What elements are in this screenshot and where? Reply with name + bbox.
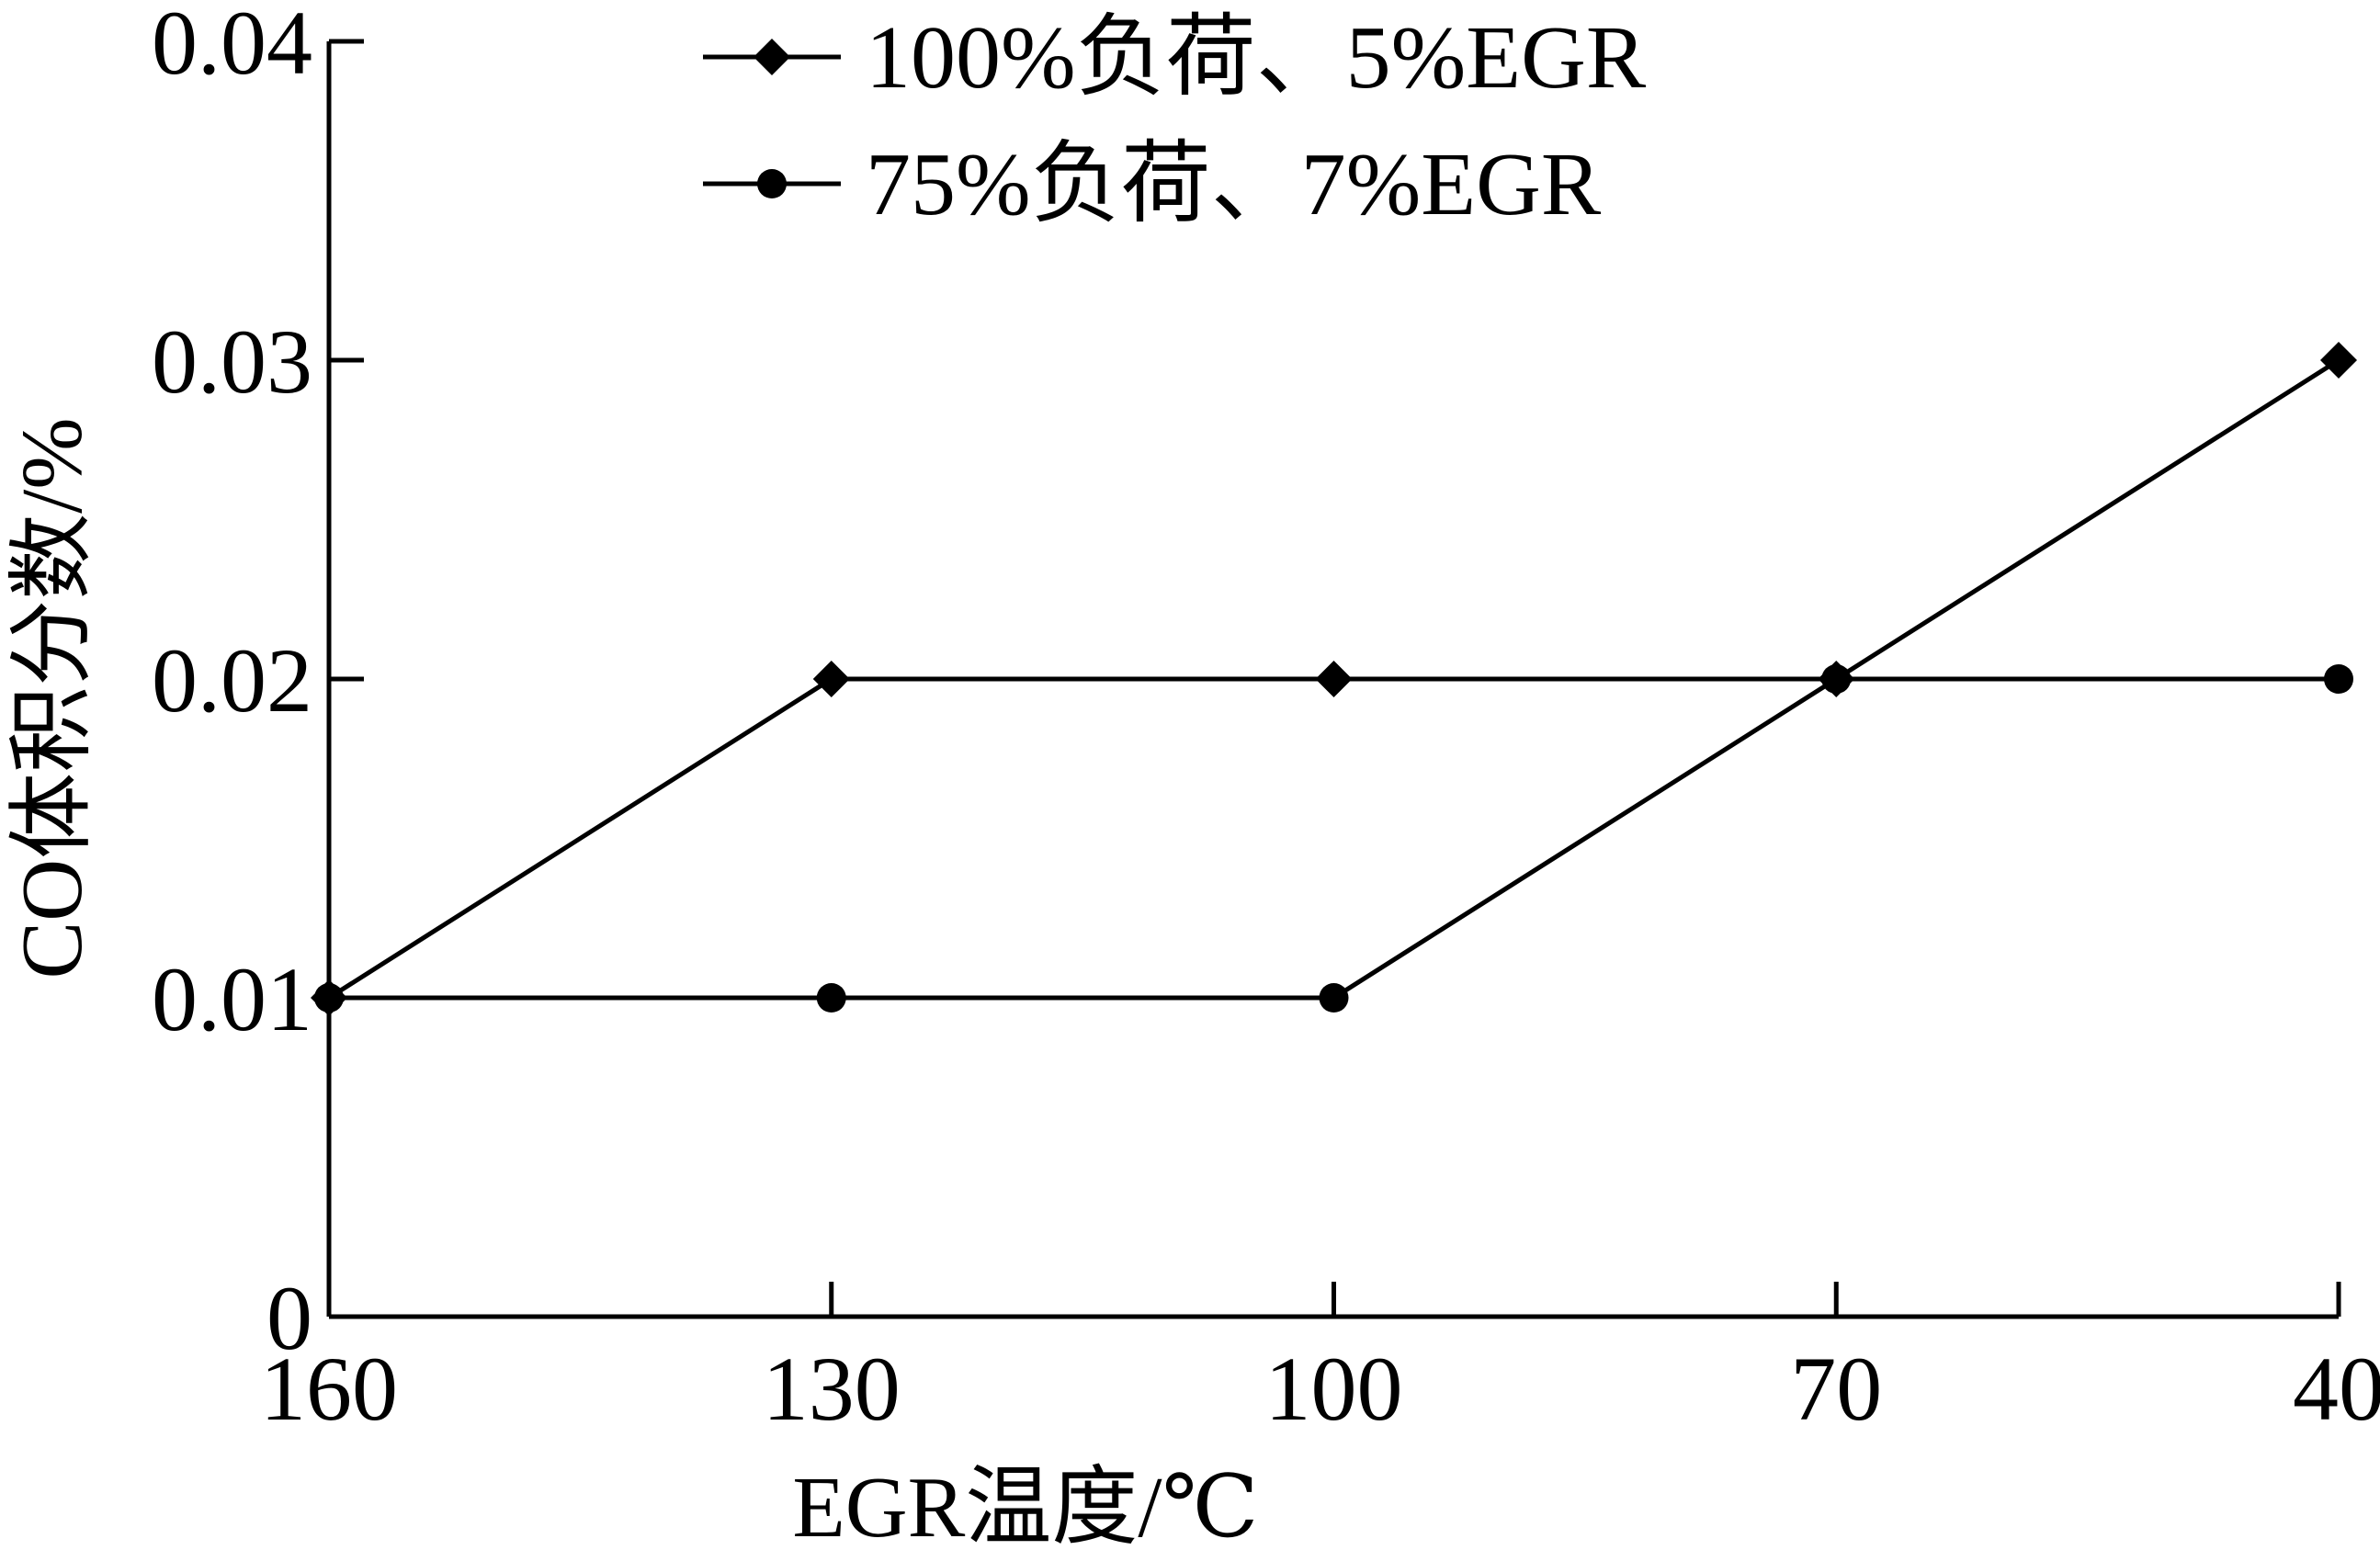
legend-label: 100%负荷、5%EGR	[866, 8, 1647, 107]
legend-item-1: 100%负荷、5%EGR	[703, 8, 1647, 107]
x-tick-label: 40	[2293, 1338, 2380, 1440]
series-line	[329, 676, 2339, 1001]
legend: 100%负荷、5%EGR 75%负荷、7%EGR	[703, 8, 1647, 234]
circle-marker	[757, 169, 787, 198]
y-tick-label: 0.03	[152, 311, 312, 413]
circle-marker	[2324, 664, 2353, 694]
circle-marker	[1821, 664, 1852, 694]
x-axis-title: EGR温度/℃	[792, 1460, 1258, 1550]
x-tick-label: 100	[1265, 1338, 1403, 1440]
y-tick-label: 0.02	[152, 629, 312, 731]
y-tick-label: 0.01	[152, 948, 312, 1050]
y-axis-ticks: 0 0.01 0.02 0.03 0.04	[152, 0, 364, 1369]
x-tick-label: 70	[1790, 1338, 1882, 1440]
x-axis-ticks: 160 130 100 70 40	[260, 1282, 2380, 1440]
diamond-marker	[1315, 661, 1353, 697]
diamond-marker	[754, 39, 790, 75]
x-tick-label: 130	[763, 1338, 901, 1440]
legend-label: 75%负荷、7%EGR	[866, 135, 1602, 234]
circle-marker	[314, 983, 344, 1013]
y-tick-label: 0.04	[152, 0, 312, 94]
y-axis-title: CO体积分数/%	[5, 417, 100, 979]
diamond-marker	[812, 661, 850, 697]
series-2	[314, 664, 2353, 1013]
y-tick-label: 0	[266, 1267, 312, 1369]
diamond-marker	[2320, 342, 2357, 379]
series-layer	[311, 342, 2357, 1016]
circle-marker	[1319, 983, 1349, 1013]
circle-marker	[816, 983, 846, 1013]
x-tick-label: 160	[260, 1338, 398, 1440]
legend-item-2: 75%负荷、7%EGR	[703, 135, 1602, 234]
